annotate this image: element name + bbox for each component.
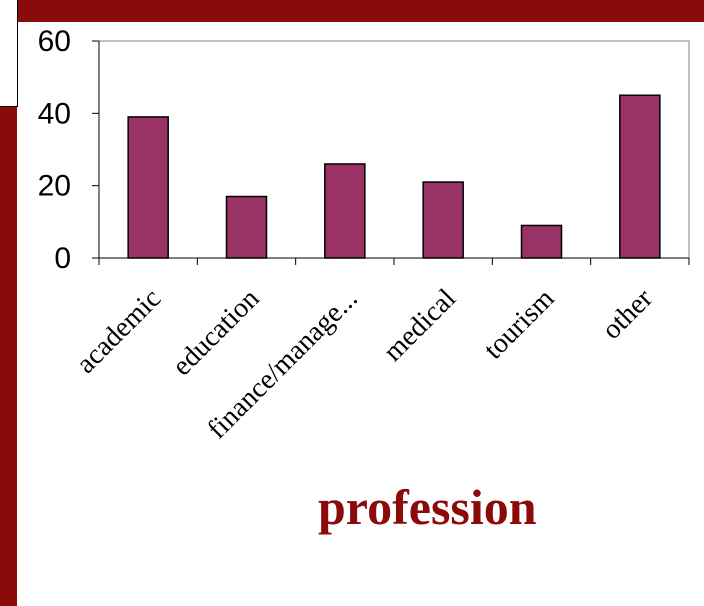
x-tick-label: academic [70, 283, 167, 380]
y-tick-label: 40 [38, 97, 71, 130]
bar [422, 181, 464, 259]
y-axis: 0 20 40 60 [38, 25, 100, 275]
bar [619, 94, 661, 259]
corner-box [0, 0, 18, 107]
x-tick-label: other [596, 283, 659, 346]
y-tick-label: 60 [38, 25, 71, 58]
plot-area [98, 40, 690, 259]
x-tick-label: tourism [478, 283, 561, 366]
x-tick-label: medical [378, 283, 463, 368]
bars [127, 94, 661, 259]
bar [520, 224, 563, 259]
y-tick-label: 20 [38, 170, 71, 203]
bar [225, 195, 268, 259]
plot-frame [98, 40, 690, 259]
bar [127, 116, 169, 259]
x-tick-label: education [167, 283, 266, 382]
y-tick-label: 0 [54, 242, 71, 275]
bar [324, 163, 366, 259]
chart-title: profession [318, 479, 537, 535]
